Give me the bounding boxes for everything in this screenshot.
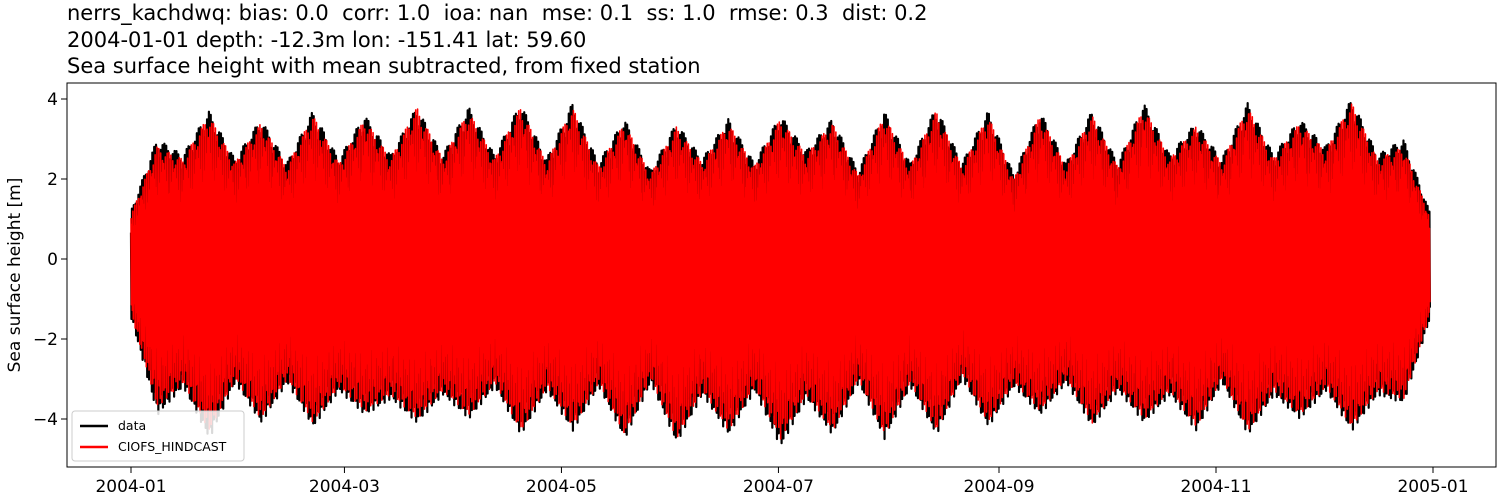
y-axis: 4 2 0 −2 −4 [33, 90, 67, 430]
chart-title-line-1: nerrs_kachdwq: bias: 0.0 corr: 1.0 ioa: … [67, 1, 928, 25]
x-tick-label: 2004-09 [963, 477, 1034, 497]
x-tick-label: 2004-01 [95, 477, 166, 497]
x-tick-label: 2004-03 [309, 477, 380, 497]
x-tick-label: 2005-01 [1397, 477, 1468, 497]
x-tick-label: 2004-11 [1180, 477, 1251, 497]
legend-label-data: data [118, 418, 146, 433]
chart-title-line-2: 2004-01-01 depth: -12.3m lon: -151.41 la… [67, 28, 587, 52]
y-tick-label: 2 [47, 170, 58, 190]
legend-label-ciofs-hindcast: CIOFS_HINDCAST [118, 439, 227, 454]
y-tick-label: −2 [33, 330, 58, 350]
y-tick-label: 4 [47, 90, 58, 110]
legend-box [71, 410, 245, 462]
plot-frame [66, 82, 1497, 468]
x-tick-label: 2004-07 [743, 477, 814, 497]
x-tick-label: 2004-05 [526, 477, 597, 497]
y-axis-label: Sea surface height [m] [5, 178, 25, 373]
series-line-ciofs-hindcast [130, 103, 1431, 440]
series-layer [129, 101, 1431, 445]
chart-title-line-3: Sea surface height with mean subtracted,… [67, 54, 701, 78]
y-tick-label: −4 [33, 410, 58, 430]
x-axis: 2004-01 2004-03 2004-05 2004-07 2004-09 2004-… [95, 467, 1469, 497]
y-tick-label: 0 [47, 250, 58, 270]
legend: data CIOFS_HINDCAST [71, 410, 245, 462]
